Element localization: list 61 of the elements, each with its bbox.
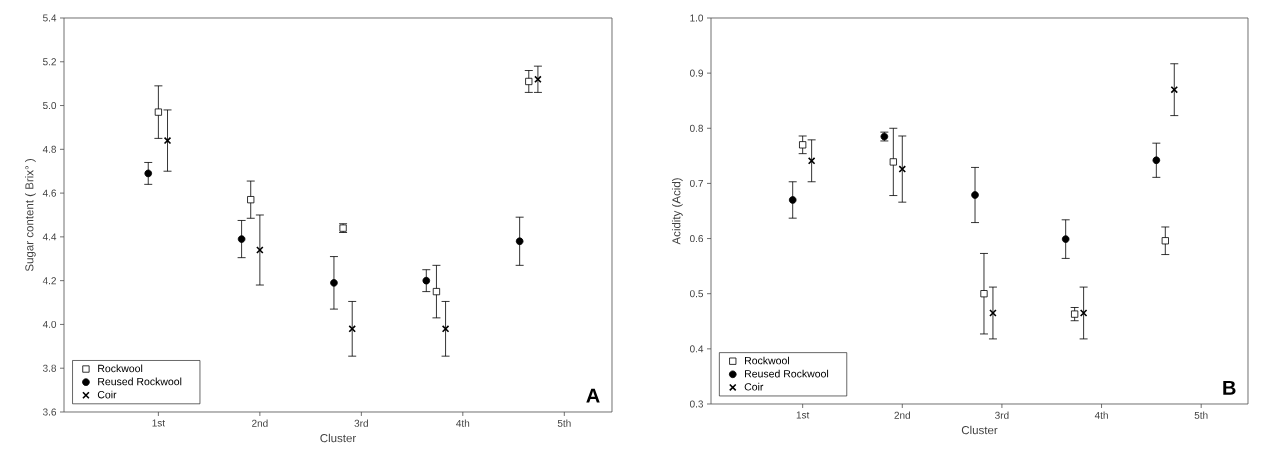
y-tick-label: 4.4: [42, 233, 57, 241]
y-axis-title: Acidity (Acid): [671, 178, 683, 245]
point: [980, 290, 988, 298]
y-tick-label: 4.6: [42, 189, 57, 197]
point: [989, 309, 997, 317]
y-tick-label: 0.8: [689, 124, 704, 132]
x-tick-label: 3rd: [354, 419, 368, 427]
point: [432, 288, 441, 296]
x-tick-label: 1st: [152, 419, 165, 427]
y-tick-label: 3.8: [42, 364, 57, 372]
y-tick-label: 0.9: [689, 69, 704, 77]
x-axis-title: Cluster: [961, 425, 998, 435]
y-tick-label: 0.7: [689, 179, 703, 187]
y-tick-label: 0.5: [689, 290, 704, 298]
point: [237, 235, 246, 243]
point: [889, 158, 897, 166]
point: [422, 276, 431, 285]
x-tick-label: 1st: [796, 411, 810, 419]
point: [1170, 85, 1179, 94]
point: [163, 136, 172, 145]
y-tick-label: 4.0: [42, 320, 57, 328]
legend-label: Coir: [97, 390, 117, 399]
point: [154, 108, 162, 116]
point: [348, 325, 356, 333]
point: [1152, 156, 1161, 165]
point: [525, 77, 533, 86]
y-tick-label: 5.0: [42, 102, 57, 110]
point: [515, 237, 524, 246]
point: [1161, 237, 1169, 245]
y-tick-label: 4.2: [42, 277, 56, 285]
y-axis-title: Sugar content ( Brix° ): [25, 159, 36, 272]
point: [799, 141, 807, 149]
y-tick-label: 4.8: [42, 145, 57, 153]
x-tick-label: 2nd: [252, 419, 268, 427]
y-tick-label: 5.2: [42, 58, 56, 66]
x-tick-label: 5th: [1194, 411, 1208, 419]
point: [788, 196, 797, 204]
legend-label: Rockwool: [98, 364, 143, 373]
annotation: A: [586, 388, 600, 403]
x-tick-label: 3rd: [995, 411, 1009, 419]
y-tick-label: 5.4: [42, 14, 57, 22]
y-tick-label: 0.6: [689, 235, 704, 243]
x-tick-label: 4th: [1094, 411, 1108, 419]
y-tick-label: 1.0: [690, 14, 704, 22]
point: [330, 279, 338, 287]
x-axis-title: Cluster: [320, 433, 357, 443]
annotation: B: [1223, 380, 1236, 395]
legend-label: Reused Rockwool: [745, 369, 829, 378]
point: [144, 169, 153, 178]
y-tick-label: 3.6: [42, 408, 57, 416]
x-tick-label: 2nd: [894, 411, 910, 419]
x-tick-label: 4th: [456, 419, 470, 427]
point: [247, 196, 255, 204]
y-tick-label: 0.4: [689, 345, 704, 353]
legend-label: Coir: [744, 382, 764, 391]
point: [971, 191, 979, 199]
legend-label: Rockwool: [745, 356, 789, 365]
x-tick-label: 5th: [557, 419, 571, 427]
y-tick-label: 0.3: [689, 400, 704, 408]
point: [1061, 235, 1070, 243]
legend-label: Reused Rockwool: [98, 377, 182, 386]
